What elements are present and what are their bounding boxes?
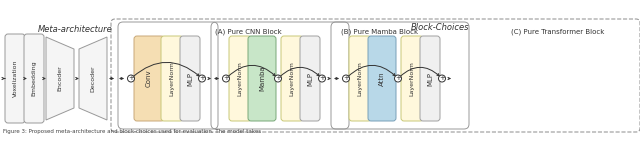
Text: MLP: MLP <box>307 72 313 85</box>
Text: Block-Choices: Block-Choices <box>411 22 469 32</box>
Circle shape <box>223 75 230 82</box>
FancyBboxPatch shape <box>368 36 396 121</box>
Text: MLP: MLP <box>187 72 193 85</box>
Text: Figure 3: Proposed meta-architecture and block-choices used for evaluation. The : Figure 3: Proposed meta-architecture and… <box>3 129 261 134</box>
Circle shape <box>275 75 282 82</box>
Text: (B) Pure Mamba Block: (B) Pure Mamba Block <box>341 29 419 35</box>
Text: Attn: Attn <box>379 71 385 86</box>
FancyBboxPatch shape <box>281 36 303 121</box>
Text: +: + <box>128 76 134 82</box>
Text: +: + <box>223 76 229 82</box>
FancyBboxPatch shape <box>180 36 200 121</box>
FancyBboxPatch shape <box>349 36 371 121</box>
Circle shape <box>438 75 445 82</box>
Text: Encoder: Encoder <box>58 66 63 91</box>
Circle shape <box>198 75 205 82</box>
Text: LayerNorm: LayerNorm <box>410 61 415 96</box>
Text: Embedding: Embedding <box>31 61 36 96</box>
Text: +: + <box>439 76 445 82</box>
Text: +: + <box>395 76 401 82</box>
Text: Decoder: Decoder <box>90 65 95 92</box>
Polygon shape <box>46 37 74 120</box>
FancyBboxPatch shape <box>229 36 251 121</box>
Circle shape <box>127 75 134 82</box>
Circle shape <box>319 75 326 82</box>
Text: LayerNorm: LayerNorm <box>237 61 243 96</box>
FancyBboxPatch shape <box>161 36 183 121</box>
Polygon shape <box>79 37 107 120</box>
Text: LayerNorm: LayerNorm <box>289 61 294 96</box>
Text: LayerNorm: LayerNorm <box>358 61 362 96</box>
Text: +: + <box>319 76 325 82</box>
Text: LayerNorm: LayerNorm <box>170 61 175 96</box>
FancyBboxPatch shape <box>24 34 44 123</box>
Text: +: + <box>343 76 349 82</box>
Text: Voxelization: Voxelization <box>13 60 17 97</box>
FancyBboxPatch shape <box>401 36 423 121</box>
Text: +: + <box>199 76 205 82</box>
FancyBboxPatch shape <box>300 36 320 121</box>
Circle shape <box>342 75 349 82</box>
FancyBboxPatch shape <box>134 36 164 121</box>
FancyBboxPatch shape <box>420 36 440 121</box>
Text: Conv: Conv <box>146 70 152 87</box>
Text: +: + <box>275 76 281 82</box>
Circle shape <box>394 75 401 82</box>
Text: (A) Pure CNN Block: (A) Pure CNN Block <box>214 29 282 35</box>
FancyBboxPatch shape <box>248 36 276 121</box>
Text: Mamba: Mamba <box>259 66 265 91</box>
Text: (C) Pure Transformer Block: (C) Pure Transformer Block <box>511 29 605 35</box>
Text: Meta-architecture: Meta-architecture <box>38 26 113 35</box>
Text: MLP: MLP <box>427 72 433 85</box>
FancyBboxPatch shape <box>5 34 25 123</box>
